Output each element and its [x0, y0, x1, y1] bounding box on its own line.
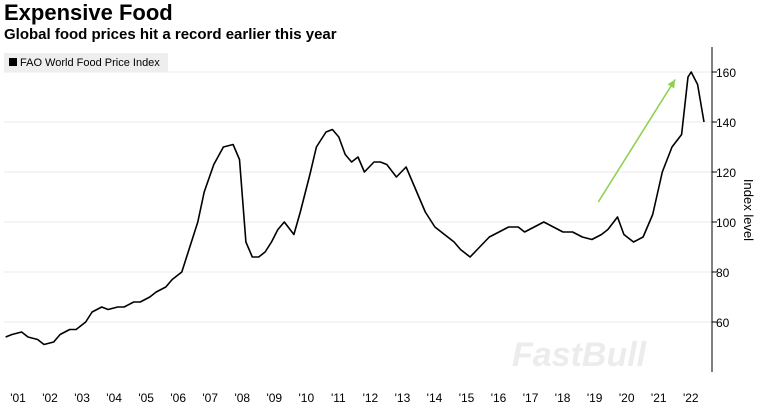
- x-tick-label: '01: [10, 391, 26, 405]
- y-tick-label: 80: [716, 266, 730, 280]
- x-tick-label: '12: [363, 391, 379, 405]
- watermark: FastBull: [512, 336, 648, 374]
- y-axis-label: Index level: [741, 179, 756, 241]
- x-tick-label: '09: [266, 391, 282, 405]
- x-tick-label: '21: [651, 391, 667, 405]
- page-subtitle: Global food prices hit a record earlier …: [4, 26, 337, 43]
- arrow-annotation: [597, 79, 676, 203]
- x-tick-label: '08: [234, 391, 250, 405]
- x-tick-label: '07: [202, 391, 218, 405]
- x-tick-label: '06: [170, 391, 186, 405]
- x-tick-label: '15: [459, 391, 475, 405]
- x-tick-label: '10: [299, 391, 315, 405]
- page-title: Expensive Food: [4, 0, 173, 25]
- x-tick-label: '03: [74, 391, 90, 405]
- y-tick-label: 140: [716, 116, 736, 130]
- series-layer: [5, 71, 705, 346]
- x-tick-label: '04: [106, 391, 122, 405]
- x-tick-label: '02: [42, 391, 58, 405]
- x-tick-label: '19: [587, 391, 603, 405]
- x-tick-label: '05: [138, 391, 154, 405]
- x-tick-label: '17: [523, 391, 539, 405]
- x-tick-label: '22: [683, 391, 699, 405]
- x-tick-label: '18: [555, 391, 571, 405]
- y-tick-label: 60: [716, 316, 730, 330]
- x-tick-label: '20: [619, 391, 635, 405]
- legend-label: FAO World Food Price Index: [20, 57, 160, 69]
- legend-box: [4, 53, 168, 72]
- y-tick-label: 100: [716, 216, 736, 230]
- grid-lines: [4, 71, 712, 323]
- y-tick-label: 120: [716, 166, 736, 180]
- legend-swatch: [9, 58, 17, 66]
- series-line: [5, 71, 705, 346]
- x-axis: '01 '02 '03 '04 '05 '06 '07 '08 '09 '10 '11 '12 '13 '…: [10, 391, 699, 405]
- x-tick-label: '11: [331, 391, 346, 405]
- y-tick-label: 160: [716, 66, 736, 80]
- x-tick-label: '16: [491, 391, 507, 405]
- legend: FAO World Food Price Index: [4, 53, 168, 72]
- annotation-layer: [597, 79, 676, 203]
- x-tick-label: '13: [395, 391, 411, 405]
- x-tick-label: '14: [427, 391, 443, 405]
- y-axis: 60 80 100 120 140 160: [711, 47, 736, 372]
- arrow-head: [667, 79, 676, 89]
